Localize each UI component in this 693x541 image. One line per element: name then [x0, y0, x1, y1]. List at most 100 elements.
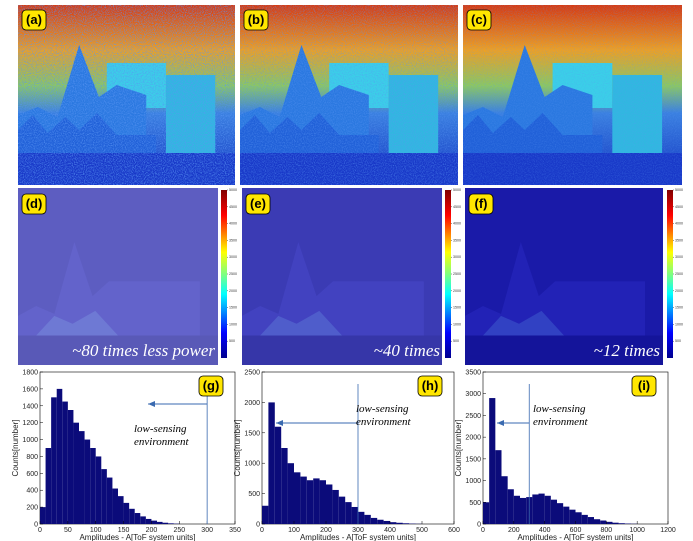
colorbar-tick-label: 1000	[453, 322, 461, 326]
colorbar-tick-label: 5000	[453, 188, 461, 192]
bar	[396, 522, 403, 524]
y-tick-label: 3000	[465, 391, 481, 398]
bar	[600, 520, 607, 524]
bar	[351, 506, 358, 524]
caption: ~80 times less power	[72, 341, 215, 360]
y-axis-label: Counts[number]	[454, 420, 463, 477]
y-tick-label: 3500	[465, 370, 481, 377]
bar	[612, 522, 619, 524]
panel-label: (f)	[475, 196, 488, 211]
panel-label: (g)	[203, 378, 220, 393]
bar	[358, 511, 365, 524]
label-box	[198, 375, 224, 397]
colorbar-tick-label: 5000	[229, 188, 237, 192]
colorbar-tick-label: 3500	[229, 238, 237, 242]
label-box	[466, 9, 492, 31]
bar	[606, 521, 613, 524]
bar	[162, 522, 169, 524]
bar	[345, 502, 352, 524]
bar	[319, 480, 326, 524]
panel-label: (i)	[638, 378, 650, 393]
x-tick-label: 250	[173, 527, 185, 534]
annotation: low-sensing	[356, 403, 409, 415]
panel-label: (d)	[26, 196, 43, 211]
amplitude-image	[18, 188, 218, 365]
bar	[402, 523, 410, 524]
colorbar	[667, 190, 673, 358]
panel-label: (a)	[26, 12, 42, 27]
bar	[56, 388, 63, 524]
x-tick-label: 100	[288, 527, 300, 534]
x-tick-label: 100	[90, 527, 102, 534]
arrow-head	[276, 420, 283, 426]
amplitude-image	[242, 188, 442, 365]
annotation: environment	[356, 416, 412, 428]
bar	[112, 488, 118, 524]
label-box	[631, 375, 657, 397]
label-box	[468, 193, 494, 215]
x-tick-label: 600	[448, 527, 460, 534]
x-axis-label: Amplitudes - A[ToF system units]	[79, 533, 195, 541]
colorbar-tick-label: 2500	[453, 272, 461, 276]
colorbar-tick-label: 2500	[675, 272, 683, 276]
colorbar-tick-label: 3000	[675, 255, 683, 259]
bar	[538, 493, 545, 524]
annotation: environment	[533, 416, 589, 428]
label-box	[417, 375, 443, 397]
bar	[90, 448, 96, 524]
bar	[569, 509, 576, 524]
bar	[118, 496, 124, 524]
panel-label: (c)	[471, 12, 487, 27]
label-box	[245, 193, 271, 215]
x-tick-label: 600	[570, 527, 582, 534]
colorbar-tick-label: 500	[453, 339, 459, 343]
arrow-head	[497, 420, 504, 426]
annotation: low-sensing	[533, 403, 586, 415]
x-tick-label: 200	[508, 527, 520, 534]
y-tick-label: 2500	[244, 370, 260, 377]
x-tick-label: 350	[229, 527, 241, 534]
bar	[300, 476, 307, 524]
x-tick-label: 150	[118, 527, 130, 534]
bar	[95, 456, 102, 524]
label-box	[21, 193, 47, 215]
bar	[587, 517, 594, 524]
bar	[145, 518, 152, 524]
bar	[168, 523, 174, 524]
bar	[326, 484, 333, 524]
x-axis-label: Amplitudes - A[ToF system units]	[517, 533, 633, 541]
bar	[557, 503, 564, 524]
colorbar-tick-label: 4000	[675, 222, 683, 226]
bar	[157, 521, 163, 524]
bar	[483, 502, 490, 524]
bar	[313, 478, 320, 524]
bar	[287, 463, 294, 524]
y-tick-label: 1200	[22, 420, 38, 427]
bar	[67, 410, 74, 524]
y-tick-label: 2000	[244, 400, 260, 407]
y-tick-label: 500	[469, 500, 481, 507]
bar	[140, 516, 146, 524]
bar	[338, 496, 346, 524]
bar	[106, 477, 113, 524]
colorbar-tick-label: 4000	[229, 222, 237, 226]
arrow-head	[148, 401, 155, 407]
bar	[268, 402, 275, 524]
colorbar-tick-label: 5000	[675, 188, 683, 192]
y-axis-label: Counts[number]	[233, 420, 242, 477]
panel-label: (e)	[250, 196, 266, 211]
bar	[134, 513, 141, 524]
bar	[73, 422, 79, 524]
x-tick-label: 200	[146, 527, 158, 534]
bar	[332, 489, 339, 524]
bar	[520, 497, 527, 524]
panel-label: (b)	[248, 12, 265, 27]
x-tick-label: 800	[600, 527, 612, 534]
label-box	[243, 9, 269, 31]
bar	[390, 522, 397, 524]
annotation: low-sensing	[134, 423, 187, 435]
x-tick-label: 200	[320, 527, 332, 534]
bar	[618, 523, 625, 524]
colorbar	[445, 190, 451, 358]
bar	[294, 472, 301, 524]
